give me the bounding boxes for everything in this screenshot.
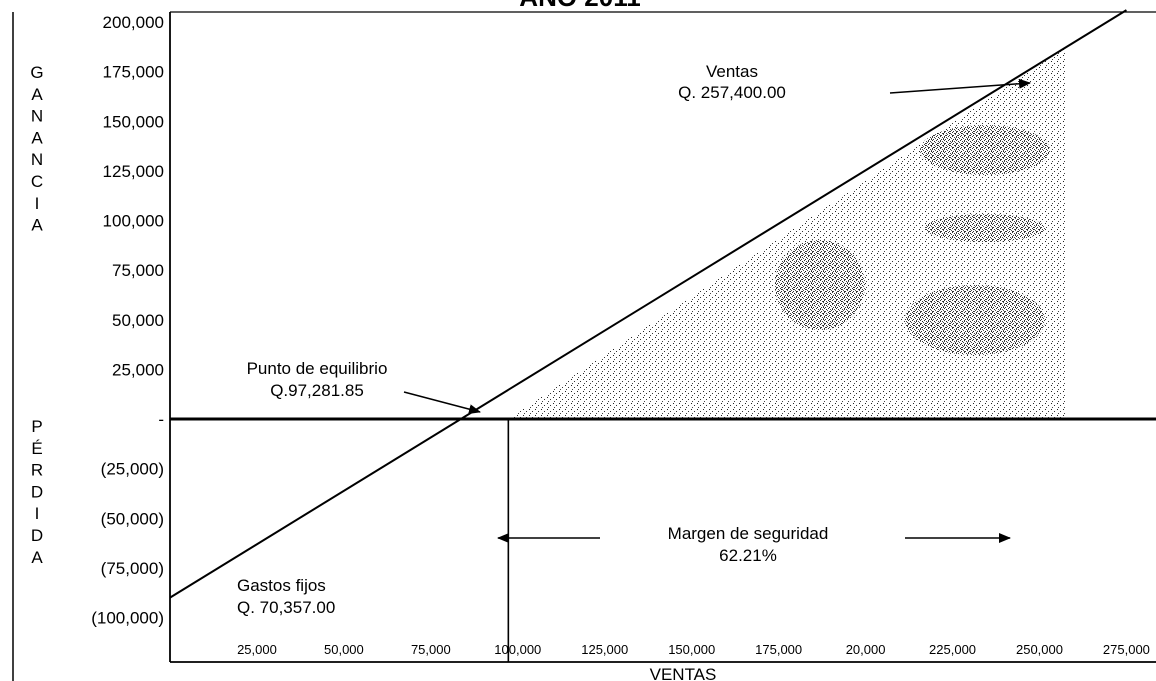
- ventas-value: Q. 257,400.00: [678, 83, 786, 102]
- ylabel-letter: A: [31, 216, 43, 235]
- y-tick-label: 175,000: [103, 63, 164, 82]
- profit-region: [508, 47, 1066, 419]
- y-tick-label: 75,000: [112, 261, 164, 280]
- y-tick-label: (100,000): [91, 609, 164, 628]
- x-tick-label: 75,000: [411, 642, 451, 657]
- y-tick-label: 100,000: [103, 212, 164, 231]
- ylabel-letter: P: [31, 417, 42, 436]
- ylabel-letter: A: [31, 85, 43, 104]
- y-tick-label: 150,000: [103, 112, 164, 131]
- x-tick-label: 100,000: [494, 642, 541, 657]
- ventas-arrow: [889, 78, 1031, 94]
- ylabel-letter: É: [31, 439, 42, 458]
- y-tick-label: 25,000: [112, 360, 164, 379]
- y-tick-label: 200,000: [103, 13, 164, 32]
- x-tick-label: 20,000: [846, 642, 886, 657]
- ylabel-letter: N: [31, 107, 43, 126]
- x-tick-label: 125,000: [581, 642, 628, 657]
- x-tick-label: 25,000: [237, 642, 277, 657]
- x-tick-label: 50,000: [324, 642, 364, 657]
- y-tick-label: 50,000: [112, 311, 164, 330]
- ylabel-letter: G: [30, 63, 43, 82]
- x-tick-label: 275,000: [1103, 642, 1150, 657]
- ylabel-letter: A: [31, 548, 43, 567]
- y-tick-label: (25,000): [101, 460, 164, 479]
- y-tick-label: -: [158, 410, 164, 429]
- equilibrio-value: Q.97,281.85: [270, 381, 364, 400]
- y-tick-label: (50,000): [101, 509, 164, 528]
- y-tick-label: (75,000): [101, 559, 164, 578]
- ylabel-letter: D: [31, 526, 43, 545]
- shading-cluster: [925, 214, 1045, 242]
- ylabel-letter: I: [35, 194, 40, 213]
- equilibrio-label: Punto de equilibrio: [247, 359, 388, 378]
- ventas-label: Ventas: [706, 62, 758, 81]
- ylabel-letter: D: [31, 482, 43, 501]
- equilibrio-arrow: [403, 391, 481, 415]
- x-tick-label: 250,000: [1016, 642, 1063, 657]
- x-tick-label: 150,000: [668, 642, 715, 657]
- sales-line: [169, 9, 1127, 599]
- y-tick-labels: 200,000 175,000 150,000 125,000 100,000 75,00…: [91, 13, 164, 628]
- x-tick-label: 225,000: [929, 642, 976, 657]
- ylabel-letter: N: [31, 150, 43, 169]
- ylabel-letter: R: [31, 461, 43, 480]
- chart-title: AÑO 2011: [519, 0, 640, 12]
- x-tick-label: 175,000: [755, 642, 802, 657]
- ylabel-letter: I: [35, 504, 40, 523]
- x-axis-label: VENTAS: [650, 665, 717, 681]
- gastos-value: Q. 70,357.00: [237, 598, 335, 617]
- margen-label: Margen de seguridad: [668, 524, 829, 543]
- ylabel-letter: A: [31, 128, 43, 147]
- x-tick-labels: 25,000 50,000 75,000 100,000 125,000 150,000 1…: [237, 642, 1150, 657]
- shading-cluster: [920, 125, 1050, 175]
- margen-value: 62.21%: [719, 546, 777, 565]
- y-tick-label: 125,000: [103, 162, 164, 181]
- ylabel-letter: C: [31, 172, 43, 191]
- gastos-label: Gastos fijos: [237, 576, 326, 595]
- shading-cluster: [905, 285, 1045, 355]
- shading-cluster: [775, 240, 865, 330]
